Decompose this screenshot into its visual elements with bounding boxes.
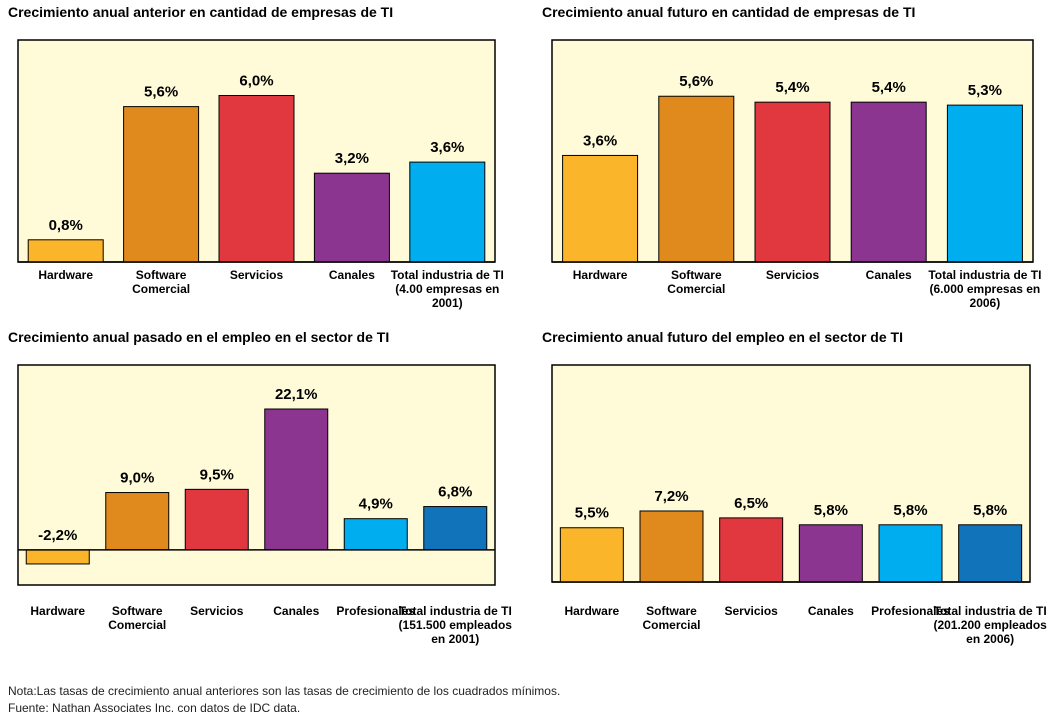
- bar: [562, 154, 639, 263]
- value-label: 6,0%: [239, 72, 273, 89]
- bar: [754, 101, 831, 263]
- category-label: Canales: [328, 268, 375, 282]
- value-label: 7,2%: [654, 488, 688, 505]
- value-label: 0,8%: [49, 217, 83, 234]
- category-label: Total industria de TI (6.000 empresas en…: [928, 268, 1042, 310]
- value-label: -2,2%: [38, 527, 77, 544]
- category-label: Servicios: [724, 604, 778, 618]
- bar: [27, 239, 104, 263]
- bar: [25, 549, 90, 565]
- value-label: 3,6%: [583, 132, 617, 149]
- category-label: Total industria de TI (151.500 empleados…: [398, 604, 512, 646]
- bar: [559, 527, 624, 583]
- category-label: Canales: [273, 604, 320, 618]
- category-label: Servicios: [765, 268, 820, 282]
- bar: [719, 517, 784, 583]
- category-label: Software Comercial: [108, 604, 167, 632]
- value-label: 5,8%: [973, 502, 1007, 519]
- bar: [958, 524, 1023, 583]
- bar: [409, 161, 486, 263]
- value-label: 4,9%: [359, 496, 393, 513]
- category-label: Software Comercial: [132, 268, 191, 296]
- value-label: 5,8%: [814, 502, 848, 519]
- bar: [218, 95, 295, 263]
- bar: [878, 524, 943, 583]
- chart-title: Crecimiento anual pasado en el empleo en…: [8, 329, 389, 345]
- bar: [639, 510, 704, 583]
- value-label: 5,6%: [144, 84, 178, 101]
- value-label: 9,5%: [200, 466, 234, 483]
- value-label: 3,6%: [430, 139, 464, 156]
- bar: [423, 506, 488, 551]
- category-label: Hardware: [30, 604, 86, 618]
- plot-area: [17, 364, 496, 586]
- bar: [313, 172, 390, 263]
- category-label: Total industria de TI (201.200 empleados…: [933, 604, 1047, 646]
- category-label: Servicios: [190, 604, 244, 618]
- value-label: 6,8%: [438, 484, 472, 501]
- category-label: Hardware: [38, 268, 94, 282]
- chart-title: Crecimiento anual anterior en cantidad d…: [8, 4, 393, 20]
- category-label: Profesionales: [336, 604, 416, 618]
- value-label: 9,0%: [120, 470, 154, 487]
- value-label: 5,4%: [775, 79, 809, 96]
- category-label: Software Comercial: [667, 268, 726, 296]
- category-label: Software Comercial: [642, 604, 701, 632]
- value-label: 6,5%: [734, 495, 768, 512]
- bar: [798, 524, 863, 583]
- value-label: 5,8%: [893, 502, 927, 519]
- value-label: 5,4%: [872, 79, 906, 96]
- bar: [264, 408, 329, 551]
- category-label: Hardware: [564, 604, 620, 618]
- chart-title: Crecimiento anual futuro en cantidad de …: [542, 4, 915, 20]
- value-label: 3,2%: [335, 150, 369, 167]
- bar: [105, 492, 170, 551]
- category-label: Total industria de TI (4.00 empresas en …: [390, 268, 504, 310]
- chart-title: Crecimiento anual futuro del empleo en e…: [542, 329, 903, 345]
- bar: [946, 104, 1023, 263]
- category-label: Profesionales: [871, 604, 950, 618]
- bar: [184, 488, 249, 551]
- value-label: 5,5%: [575, 505, 609, 522]
- bar: [850, 101, 927, 263]
- bar: [123, 106, 200, 263]
- category-label: Servicios: [229, 268, 284, 282]
- value-label: 5,6%: [679, 73, 713, 90]
- plot-area: [551, 364, 1031, 583]
- source: Fuente: Nathan Associates Inc. con datos…: [8, 701, 301, 715]
- bar: [343, 518, 408, 551]
- value-label: 22,1%: [275, 386, 318, 403]
- category-label: Canales: [807, 604, 854, 618]
- value-label: 5,3%: [968, 82, 1002, 99]
- category-label: Hardware: [572, 268, 628, 282]
- category-label: Canales: [865, 268, 912, 282]
- note: Nota:Las tasas de crecimiento anual ante…: [8, 684, 561, 698]
- bar: [658, 95, 735, 263]
